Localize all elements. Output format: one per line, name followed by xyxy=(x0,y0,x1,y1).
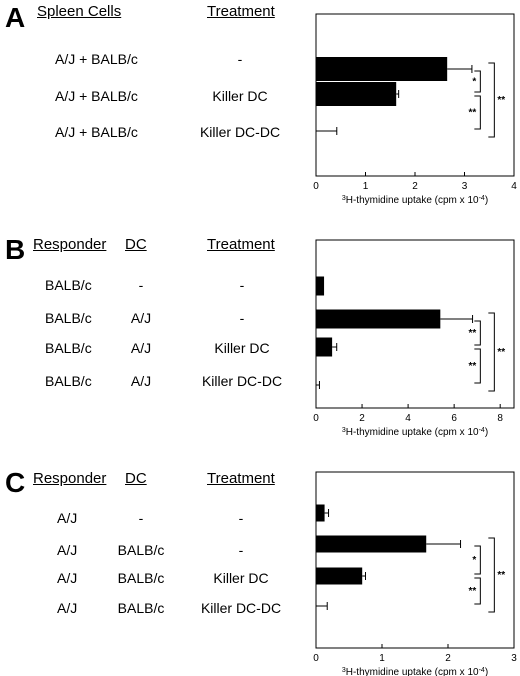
treatment-value: - xyxy=(238,510,244,526)
treatment-value: - xyxy=(238,542,244,558)
responder-value: A/J xyxy=(57,542,78,558)
spleen-cells-value: A/J + BALB/c xyxy=(55,51,138,67)
responder-value: A/J xyxy=(57,570,78,586)
treatment-value: Killer DC xyxy=(212,88,268,104)
treatment-value: Killer DC xyxy=(214,340,270,356)
dc-value: A/J xyxy=(130,373,152,389)
bar xyxy=(316,504,325,522)
column-header-treatment: Treatment xyxy=(207,470,275,487)
x-tick-label: 3 xyxy=(511,653,517,664)
treatment-value: Killer DC-DC xyxy=(200,600,282,616)
uptake-chart-a: 0 1 2 3 43H-thymidine uptake (cpm x 10-4)***… xyxy=(313,13,517,207)
significance-marker: ** xyxy=(469,108,477,119)
x-tick-label: 2 xyxy=(359,413,365,424)
x-tick-label: 1 xyxy=(379,653,385,664)
spleen-cells-value: A/J + BALB/c xyxy=(55,88,138,104)
x-tick-label: 1 xyxy=(363,181,369,192)
responder-value: BALB/c xyxy=(45,340,92,356)
dc-value: A/J xyxy=(130,310,152,326)
x-tick-label: 4 xyxy=(405,413,411,424)
x-tick-label: 4 xyxy=(511,181,517,192)
column-header-dc: DC xyxy=(125,470,147,487)
treatment-value: - xyxy=(237,51,243,67)
responder-value: A/J xyxy=(57,600,78,616)
significance-bracket xyxy=(488,62,495,138)
x-tick-label: 2 xyxy=(412,181,418,192)
column-header-spleen-cells: Spleen Cells xyxy=(37,3,122,20)
x-tick-label: 0 xyxy=(313,181,319,192)
bar xyxy=(316,567,363,585)
significance-bracket xyxy=(474,545,481,575)
responder-value: BALB/c xyxy=(45,277,92,293)
significance-marker: ** xyxy=(497,347,505,358)
significance-marker: ** xyxy=(469,361,477,372)
dc-value: A/J xyxy=(130,340,152,356)
bar xyxy=(316,309,441,329)
treatment-value: Killer DC xyxy=(213,570,269,586)
plot-frame xyxy=(315,471,515,649)
bar xyxy=(316,82,397,106)
column-header-treatment: Treatment xyxy=(207,236,275,253)
treatment-value: Killer DC-DC xyxy=(199,124,281,140)
x-tick-label: 2 xyxy=(445,653,451,664)
x-tick-label: 8 xyxy=(497,413,503,424)
treatment-value: - xyxy=(239,277,245,293)
bar xyxy=(316,57,448,81)
x-axis-label: 3H-thymidine uptake (cpm x 10-4) xyxy=(342,427,488,439)
significance-bracket xyxy=(474,95,481,130)
significance-marker: ** xyxy=(469,328,477,339)
dc-value: - xyxy=(138,277,144,293)
bar xyxy=(316,535,427,553)
column-header-responder: Responder xyxy=(33,236,107,253)
significance-bracket xyxy=(474,348,481,384)
uptake-chart-c: 0 1 2 33H-thymidine uptake (cpm x 10-4)****… xyxy=(313,471,517,676)
significance-marker: ** xyxy=(497,570,505,581)
dc-value: BALB/c xyxy=(117,542,165,558)
x-axis-label: 3H-thymidine uptake (cpm x 10-4) xyxy=(342,195,488,207)
panel-label: C xyxy=(5,467,26,498)
panel-label: B xyxy=(5,234,26,265)
x-tick-label: 3 xyxy=(462,181,468,192)
treatment-value: Killer DC-DC xyxy=(201,373,283,389)
responder-value: BALB/c xyxy=(45,373,92,389)
column-header-treatment: Treatment xyxy=(207,3,275,20)
uptake-chart-b: 0 2 4 6 8 3H-thymidine uptake (cpm x 10-4) ** *… xyxy=(313,239,515,439)
panel-a: A Spleen Cells Treatment A/J + BALB/c - … xyxy=(0,0,520,210)
bar xyxy=(316,276,325,296)
dc-value: BALB/c xyxy=(117,570,165,586)
responder-value: BALB/c xyxy=(45,310,92,326)
panel-b: B Responder DC Treatment BALB/c - - BALB… xyxy=(0,228,520,453)
significance-bracket xyxy=(474,70,481,93)
treatment-value: - xyxy=(239,310,245,326)
x-tick-label: 6 xyxy=(451,413,457,424)
significance-bracket xyxy=(474,577,481,605)
dc-value: BALB/c xyxy=(117,600,165,616)
x-tick-label: 0 xyxy=(313,413,319,424)
x-tick-label: 0 xyxy=(313,653,319,664)
column-header-dc: DC xyxy=(125,236,147,253)
bar xyxy=(316,337,333,357)
panel-label: A xyxy=(5,2,26,33)
significance-bracket xyxy=(488,537,495,613)
column-header-responder: Responder xyxy=(33,470,107,487)
x-axis-label: 3H-thymidine uptake (cpm x 10-4) xyxy=(342,667,488,676)
significance-marker: ** xyxy=(469,586,477,597)
significance-bracket xyxy=(488,312,495,392)
significance-marker: * xyxy=(472,555,476,566)
significance-bracket xyxy=(474,320,481,346)
significance-marker: ** xyxy=(497,95,505,106)
panel-c: C Responder DC Treatment A/J - - A/J BAL… xyxy=(0,460,520,676)
responder-value: A/J xyxy=(57,510,78,526)
significance-marker: * xyxy=(472,77,476,88)
spleen-cells-value: A/J + BALB/c xyxy=(55,124,138,140)
dc-value: - xyxy=(138,510,144,526)
